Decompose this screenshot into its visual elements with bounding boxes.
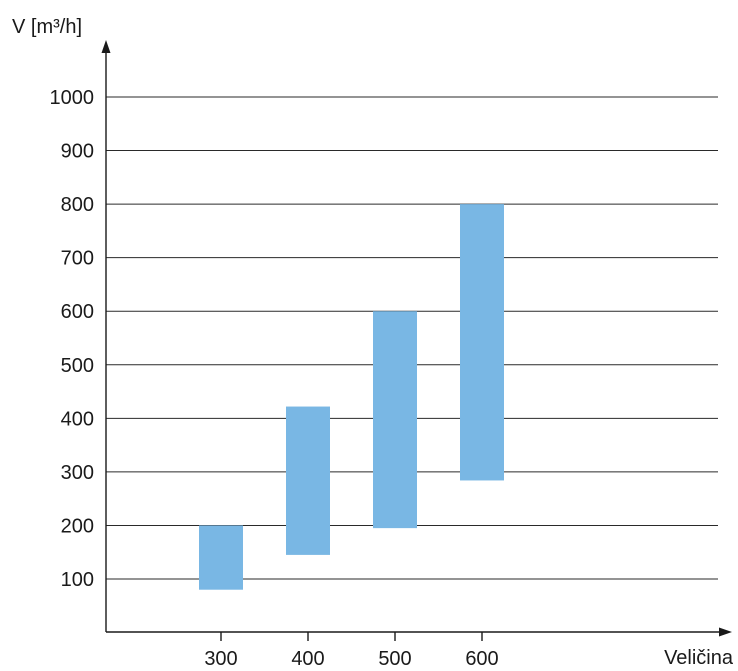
y-axis-arrow-icon bbox=[101, 40, 111, 53]
x-axis-arrow-icon bbox=[719, 627, 732, 637]
range-bar-400 bbox=[286, 406, 330, 555]
range-bar-600 bbox=[460, 204, 504, 481]
range-bar-300 bbox=[199, 525, 243, 590]
y-tick-label: 600 bbox=[61, 301, 94, 323]
y-tick-label: 100 bbox=[61, 569, 94, 591]
axes bbox=[101, 40, 732, 637]
x-tick-label: 400 bbox=[291, 648, 324, 670]
y-tick-label: 400 bbox=[61, 408, 94, 430]
y-axis-title: V [m³/h] bbox=[12, 16, 82, 38]
y-tick-label: 1000 bbox=[50, 87, 95, 109]
x-axis-title: Veličina bbox=[664, 647, 734, 669]
y-tick-label: 200 bbox=[61, 515, 94, 537]
y-tick-label: 800 bbox=[61, 194, 94, 216]
range-bar-500 bbox=[373, 311, 417, 529]
y-tick-label: 700 bbox=[61, 248, 94, 270]
x-tick-label: 300 bbox=[204, 648, 237, 670]
y-tick-label: 500 bbox=[61, 355, 94, 377]
y-tick-label: 300 bbox=[61, 462, 94, 484]
x-tick-label: 600 bbox=[465, 648, 498, 670]
bars bbox=[199, 204, 504, 590]
tick-labels: 100 200 300 400 500 600 700 800 900 1000 300 400 500… bbox=[50, 87, 499, 670]
x-tick-label: 500 bbox=[378, 648, 411, 670]
y-tick-label: 900 bbox=[61, 141, 94, 163]
